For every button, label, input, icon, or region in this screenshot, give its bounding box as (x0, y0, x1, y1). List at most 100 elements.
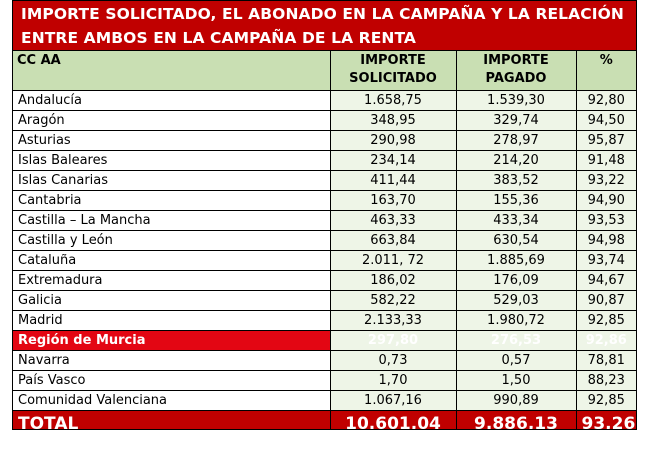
solicitado-cell: 186,02 (329, 269, 457, 291)
percent-cell: 95,87 (575, 129, 636, 151)
table-row: Islas Baleares 234,14 214,20 91,48 (13, 149, 636, 171)
solicitado-cell: 1.067,16 (329, 389, 457, 411)
solicitado-cell: 297,80 (329, 329, 457, 351)
table-row: Madrid 2.133,33 1.980,72 92,85 (13, 309, 636, 331)
table-row: Galicia 582,22 529,03 90,87 (13, 289, 636, 311)
pagado-cell: 630,54 (455, 229, 577, 251)
solicitado-cell: 1,70 (329, 369, 457, 391)
region-cell: Islas Baleares (13, 149, 331, 171)
pagado-cell: 176,09 (455, 269, 577, 291)
pagado-cell: 329,74 (455, 109, 577, 131)
pagado-cell: 278,97 (455, 129, 577, 151)
solicitado-cell: 348,95 (329, 109, 457, 131)
region-cell: Cataluña (13, 249, 331, 271)
region-cell: Navarra (13, 349, 331, 371)
region-cell: Extremadura (13, 269, 331, 291)
title-line-1: IMPORTE SOLICITADO, EL ABONADO EN LA CAM… (21, 5, 624, 23)
percent-cell: 94,98 (575, 229, 636, 251)
header-solicitado-line1: IMPORTE (360, 53, 426, 69)
table-row: Aragón 348,95 329,74 94,50 (13, 109, 636, 131)
renta-table-figure: IMPORTE SOLICITADO, EL ABONADO EN LA CAM… (12, 0, 637, 430)
table-row: Asturias 290,98 278,97 95,87 (13, 129, 636, 151)
header-row: CC AA IMPORTE SOLICITADO IMPORTE PAGADO … (13, 51, 636, 91)
percent-cell: 94,50 (575, 109, 636, 131)
table-row: País Vasco 1,70 1,50 88,23 (13, 369, 636, 391)
total-percent: 93,26 (575, 409, 636, 429)
header-region: CC AA (13, 51, 331, 91)
percent-cell: 88,23 (575, 369, 636, 391)
table-body: Andalucía 1.658,75 1.539,30 92,80 Aragón 348,… (13, 89, 636, 411)
header-pagado-line2: PAGADO (485, 71, 547, 87)
percent-cell: 93,53 (575, 209, 636, 231)
percent-cell: 94,67 (575, 269, 636, 291)
region-cell: Castilla – La Mancha (13, 209, 331, 231)
solicitado-cell: 2.011, 72 (329, 249, 457, 271)
percent-cell: 92,85 (575, 309, 636, 331)
pagado-cell: 1,50 (455, 369, 577, 391)
percent-cell: 78,81 (575, 349, 636, 371)
table-row-highlight: Región de Murcia 297,80 276,53 92,86 (13, 329, 636, 351)
table-row: Cataluña 2.011, 72 1.885,69 93,74 (13, 249, 636, 271)
region-cell: Cantabria (13, 189, 331, 211)
solicitado-cell: 463,33 (329, 209, 457, 231)
table-row: Cantabria 163,70 155,36 94,90 (13, 189, 636, 211)
pagado-cell: 0,57 (455, 349, 577, 371)
solicitado-cell: 0,73 (329, 349, 457, 371)
data-table: CC AA IMPORTE SOLICITADO IMPORTE PAGADO … (13, 51, 636, 429)
percent-cell: 92,86 (575, 329, 636, 351)
region-cell: País Vasco (13, 369, 331, 391)
region-cell: Islas Canarias (13, 169, 331, 191)
percent-cell: 90,87 (575, 289, 636, 311)
region-cell: Aragón (13, 109, 331, 131)
percent-cell: 92,85 (575, 389, 636, 411)
pagado-cell: 1.980,72 (455, 309, 577, 331)
solicitado-cell: 582,22 (329, 289, 457, 311)
solicitado-cell: 234,14 (329, 149, 457, 171)
region-cell: Castilla y León (13, 229, 331, 251)
table-row: Extremadura 186,02 176,09 94,67 (13, 269, 636, 291)
region-cell: Comunidad Valenciana (13, 389, 331, 411)
solicitado-cell: 163,70 (329, 189, 457, 211)
region-cell: Asturias (13, 129, 331, 151)
solicitado-cell: 663,84 (329, 229, 457, 251)
table-row: Navarra 0,73 0,57 78,81 (13, 349, 636, 371)
header-pagado: IMPORTE PAGADO (455, 51, 577, 91)
solicitado-cell: 290,98 (329, 129, 457, 151)
percent-cell: 93,74 (575, 249, 636, 271)
header-solicitado: IMPORTE SOLICITADO (329, 51, 457, 91)
table-title: IMPORTE SOLICITADO, EL ABONADO EN LA CAM… (13, 1, 636, 51)
header-pagado-line1: IMPORTE (483, 53, 549, 69)
header-solicitado-line2: SOLICITADO (349, 71, 437, 87)
region-cell: Andalucía (13, 89, 331, 111)
pagado-cell: 1.885,69 (455, 249, 577, 271)
region-cell: Galicia (13, 289, 331, 311)
percent-cell: 92,80 (575, 89, 636, 111)
header-percent: % (575, 51, 636, 91)
pagado-cell: 1.539,30 (455, 89, 577, 111)
pagado-cell: 433,34 (455, 209, 577, 231)
percent-cell: 94,90 (575, 189, 636, 211)
pagado-cell: 529,03 (455, 289, 577, 311)
table-row: Andalucía 1.658,75 1.539,30 92,80 (13, 89, 636, 111)
percent-cell: 93,22 (575, 169, 636, 191)
table-row: Comunidad Valenciana 1.067,16 990,89 92,85 (13, 389, 636, 411)
title-line-2: ENTRE AMBOS EN LA CAMPAÑA DE LA RENTA (21, 29, 417, 47)
table-row: Castilla – La Mancha 463,33 433,34 93,53 (13, 209, 636, 231)
region-cell: Madrid (13, 309, 331, 331)
table-row: Islas Canarias 411,44 383,52 93,22 (13, 169, 636, 191)
pagado-cell: 990,89 (455, 389, 577, 411)
pagado-cell: 276,53 (455, 329, 577, 351)
total-pagado: 9.886,13 (455, 409, 577, 429)
total-row: TOTAL 10.601,04 9.886,13 93,26 (13, 409, 636, 429)
region-cell: Región de Murcia (13, 329, 331, 351)
total-label: TOTAL (13, 409, 331, 429)
percent-cell: 91,48 (575, 149, 636, 171)
table-row: Castilla y León 663,84 630,54 94,98 (13, 229, 636, 251)
pagado-cell: 383,52 (455, 169, 577, 191)
pagado-cell: 214,20 (455, 149, 577, 171)
total-solicitado: 10.601,04 (329, 409, 457, 429)
pagado-cell: 155,36 (455, 189, 577, 211)
solicitado-cell: 2.133,33 (329, 309, 457, 331)
solicitado-cell: 411,44 (329, 169, 457, 191)
solicitado-cell: 1.658,75 (329, 89, 457, 111)
